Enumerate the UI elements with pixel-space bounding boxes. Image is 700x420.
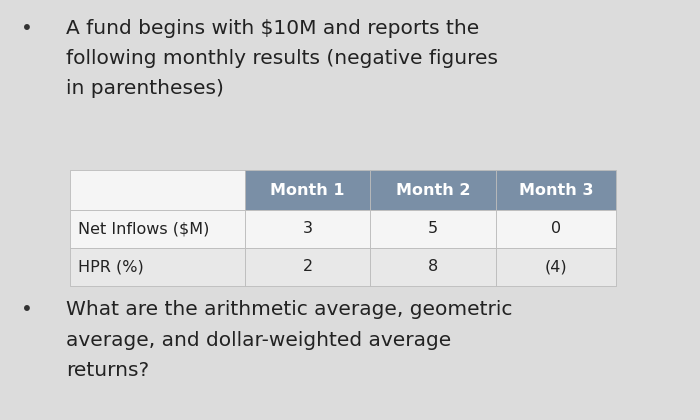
Text: •: • [21, 300, 33, 319]
Text: average, and dollar-weighted average: average, and dollar-weighted average [66, 331, 452, 349]
Text: following monthly results (negative figures: following monthly results (negative figu… [66, 49, 498, 68]
Text: returns?: returns? [66, 361, 150, 380]
Text: HPR (%): HPR (%) [78, 259, 144, 274]
Text: What are the arithmetic average, geometric: What are the arithmetic average, geometr… [66, 300, 513, 319]
FancyBboxPatch shape [370, 248, 496, 286]
Text: Month 2: Month 2 [395, 183, 470, 197]
FancyBboxPatch shape [496, 210, 616, 248]
Text: in parentheses): in parentheses) [66, 79, 225, 98]
FancyBboxPatch shape [245, 170, 370, 210]
Text: •: • [21, 19, 33, 38]
Text: 8: 8 [428, 259, 438, 274]
FancyBboxPatch shape [496, 170, 616, 210]
FancyBboxPatch shape [370, 170, 496, 210]
Text: Month 1: Month 1 [270, 183, 345, 197]
FancyBboxPatch shape [70, 210, 245, 248]
Text: 2: 2 [302, 259, 313, 274]
Text: 0: 0 [551, 221, 561, 236]
FancyBboxPatch shape [245, 210, 370, 248]
Text: Net Inflows ($M): Net Inflows ($M) [78, 221, 210, 236]
Text: A fund begins with $10M and reports the: A fund begins with $10M and reports the [66, 19, 480, 38]
Text: 3: 3 [302, 221, 312, 236]
FancyBboxPatch shape [70, 170, 245, 210]
FancyBboxPatch shape [70, 248, 245, 286]
FancyBboxPatch shape [245, 248, 370, 286]
Text: 5: 5 [428, 221, 438, 236]
FancyBboxPatch shape [370, 210, 496, 248]
Text: Month 3: Month 3 [519, 183, 593, 197]
FancyBboxPatch shape [496, 248, 616, 286]
Text: (4): (4) [545, 259, 567, 274]
